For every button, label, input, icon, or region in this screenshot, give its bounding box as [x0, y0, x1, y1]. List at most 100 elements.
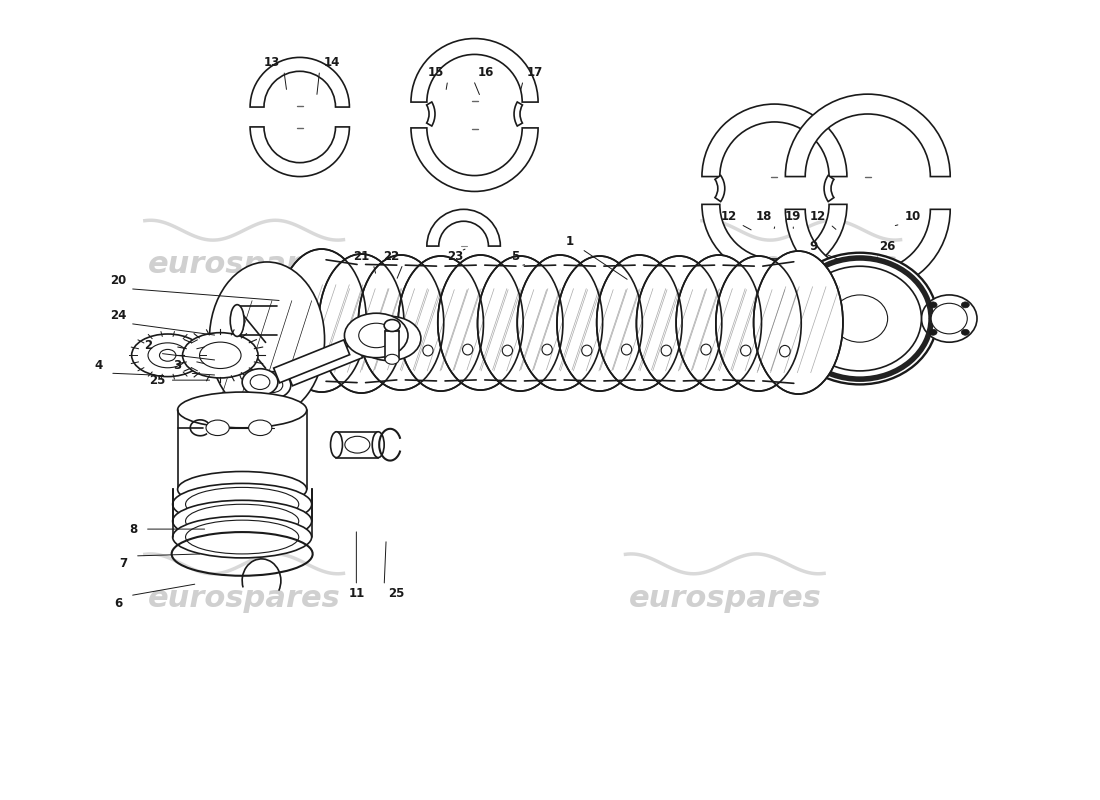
- Ellipse shape: [330, 432, 342, 458]
- Ellipse shape: [344, 314, 408, 358]
- Ellipse shape: [961, 330, 969, 335]
- Text: 19: 19: [785, 210, 802, 222]
- Text: 20: 20: [110, 274, 126, 287]
- Ellipse shape: [242, 369, 278, 395]
- Text: 16: 16: [477, 66, 494, 78]
- Ellipse shape: [359, 255, 443, 390]
- Ellipse shape: [358, 316, 421, 361]
- Ellipse shape: [582, 345, 592, 356]
- Ellipse shape: [596, 255, 682, 390]
- Text: 11: 11: [349, 587, 364, 600]
- Wedge shape: [824, 175, 834, 202]
- Ellipse shape: [183, 333, 258, 378]
- Text: eurospares: eurospares: [147, 250, 341, 279]
- Ellipse shape: [922, 295, 977, 342]
- Text: 25: 25: [388, 587, 405, 600]
- Ellipse shape: [780, 346, 790, 357]
- Ellipse shape: [186, 504, 299, 538]
- Text: eurospares: eurospares: [628, 584, 822, 613]
- Wedge shape: [427, 268, 500, 305]
- Ellipse shape: [930, 330, 937, 335]
- Ellipse shape: [799, 266, 922, 371]
- Ellipse shape: [173, 500, 311, 542]
- Text: 24: 24: [110, 309, 126, 322]
- Ellipse shape: [477, 256, 563, 391]
- Text: 22: 22: [383, 250, 399, 262]
- Wedge shape: [785, 210, 950, 292]
- Text: 17: 17: [527, 66, 543, 78]
- Ellipse shape: [422, 345, 433, 356]
- Ellipse shape: [398, 256, 484, 391]
- Wedge shape: [702, 204, 847, 277]
- Ellipse shape: [832, 295, 888, 342]
- Ellipse shape: [385, 354, 399, 364]
- Wedge shape: [715, 175, 725, 202]
- Ellipse shape: [177, 471, 307, 507]
- Ellipse shape: [372, 432, 384, 458]
- Ellipse shape: [177, 392, 307, 428]
- Wedge shape: [411, 128, 538, 191]
- Polygon shape: [274, 340, 350, 383]
- Wedge shape: [250, 127, 350, 177]
- Ellipse shape: [676, 255, 761, 390]
- Ellipse shape: [173, 516, 311, 558]
- Ellipse shape: [503, 345, 513, 356]
- Ellipse shape: [463, 344, 473, 355]
- Text: 15: 15: [428, 66, 444, 78]
- Ellipse shape: [249, 420, 272, 435]
- Polygon shape: [515, 262, 522, 276]
- Text: 12: 12: [720, 210, 737, 222]
- Text: 3: 3: [174, 358, 182, 372]
- Text: 18: 18: [756, 210, 772, 222]
- Wedge shape: [427, 210, 500, 246]
- Text: 8: 8: [129, 522, 138, 535]
- Ellipse shape: [782, 253, 937, 385]
- Ellipse shape: [385, 326, 399, 337]
- Wedge shape: [250, 58, 350, 107]
- Text: eurospares: eurospares: [147, 584, 341, 613]
- Ellipse shape: [173, 483, 311, 525]
- Wedge shape: [702, 104, 847, 177]
- Ellipse shape: [344, 436, 370, 453]
- Ellipse shape: [515, 273, 522, 279]
- Ellipse shape: [132, 334, 204, 377]
- Text: 2: 2: [144, 339, 152, 352]
- Ellipse shape: [186, 520, 299, 554]
- Polygon shape: [287, 343, 363, 386]
- Ellipse shape: [661, 345, 671, 356]
- Ellipse shape: [240, 367, 254, 382]
- Ellipse shape: [740, 345, 751, 356]
- Text: 9: 9: [808, 239, 817, 253]
- Ellipse shape: [931, 303, 967, 334]
- Polygon shape: [385, 331, 399, 359]
- Text: 6: 6: [114, 597, 122, 610]
- Ellipse shape: [961, 302, 969, 308]
- Ellipse shape: [754, 251, 843, 394]
- Ellipse shape: [383, 344, 394, 355]
- Ellipse shape: [517, 255, 603, 390]
- Text: 14: 14: [323, 56, 340, 69]
- Ellipse shape: [206, 420, 229, 435]
- Ellipse shape: [263, 378, 283, 393]
- Ellipse shape: [621, 344, 631, 355]
- Wedge shape: [785, 94, 950, 177]
- Ellipse shape: [930, 302, 937, 308]
- Wedge shape: [427, 102, 434, 126]
- Text: 13: 13: [264, 56, 280, 69]
- Ellipse shape: [359, 323, 394, 348]
- Ellipse shape: [255, 372, 290, 398]
- Ellipse shape: [542, 344, 552, 355]
- Polygon shape: [337, 432, 378, 458]
- Ellipse shape: [716, 256, 801, 391]
- Text: 5: 5: [512, 250, 519, 262]
- Text: 23: 23: [448, 250, 464, 262]
- Ellipse shape: [701, 344, 711, 355]
- Wedge shape: [514, 102, 522, 126]
- Text: 4: 4: [94, 358, 102, 372]
- Ellipse shape: [438, 255, 524, 390]
- Ellipse shape: [186, 487, 299, 521]
- Ellipse shape: [230, 305, 244, 337]
- Ellipse shape: [277, 249, 366, 392]
- Ellipse shape: [372, 326, 407, 350]
- Ellipse shape: [637, 256, 722, 391]
